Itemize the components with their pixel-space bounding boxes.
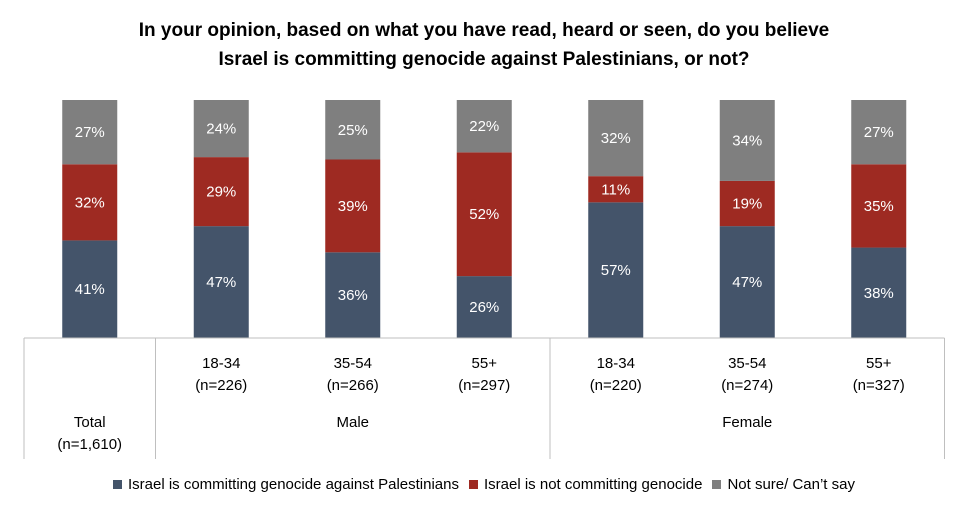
category-n: (n=1,610) [57,436,122,453]
legend-label-not-committing: Israel is not committing genocide [484,476,703,493]
data-label: 27% [75,124,105,141]
legend-label-committing: Israel is committing genocide against Pa… [127,476,459,493]
bar-segment [325,100,381,160]
category-label: 18-34 [202,355,240,372]
legend-item-not-committing: Israel is not committing genocide [469,476,702,493]
bar-segment [325,252,381,338]
group-label: Male [336,414,369,431]
legend-swatch-not-committing [469,480,478,489]
legend-swatch-not-sure [712,480,722,489]
data-label: 47% [206,274,236,291]
data-label: 24% [206,121,236,138]
bar-segment [62,164,118,241]
bar-segment [719,100,775,181]
data-label: 32% [601,130,631,147]
legend-item-not-sure: Not sure/ Can’t say [712,476,855,493]
category-n: (n=220) [590,377,642,394]
bar-segment [851,164,907,248]
bar-segment [851,100,907,165]
bar-segment [588,100,644,177]
category-n: (n=226) [195,377,247,394]
data-label: 29% [206,184,236,201]
bar-segment [588,176,644,203]
data-label: 36% [338,287,368,304]
bar-segment [588,202,644,338]
legend-label-not-sure: Not sure/ Can’t say [727,476,855,493]
category-n: (n=297) [458,377,510,394]
data-label: 39% [338,198,368,215]
category-label: Total [74,414,106,431]
bar-segment [193,100,249,158]
bar-segment [851,247,907,338]
category-n: (n=274) [721,377,773,394]
category-n: (n=266) [327,377,379,394]
bar-segment [325,159,381,253]
data-label: 47% [732,274,762,291]
bar-segment [193,226,249,338]
chart-legend: Israel is committing genocide against Pa… [0,476,968,493]
category-label: 55+ [866,355,892,372]
category-label: 55+ [472,355,498,372]
bar-segment [456,100,512,153]
category-label: 35-54 [334,355,372,372]
data-label: 57% [601,262,631,279]
data-label: 19% [732,196,762,213]
bar-segment [193,157,249,227]
data-label: 35% [864,198,894,215]
group-label: Female [722,414,772,431]
bar-segment [62,240,118,338]
category-label: 35-54 [728,355,766,372]
bar-segment [719,180,775,227]
chart-title-line-1: In your opinion, based on what you have … [138,20,830,41]
data-label: 34% [732,132,762,149]
bar-segment [62,100,118,165]
category-label: 18-34 [597,355,635,372]
data-label: 11% [601,181,630,198]
category-n: (n=327) [853,377,905,394]
legend-item-committing: Israel is committing genocide against Pa… [112,476,459,493]
chart-title: In your opinion, based on what you have … [0,16,968,74]
bar-segment [456,152,512,277]
data-label: 25% [338,122,368,139]
bar-segment [456,276,512,338]
data-label: 52% [469,206,499,223]
data-label: 26% [469,299,499,316]
data-label: 32% [75,194,105,211]
legend-swatch-committing [112,480,122,489]
data-label: 22% [469,118,499,135]
bar-segment [719,226,775,338]
data-label: 38% [864,285,894,302]
data-label: 41% [75,281,105,298]
chart-title-line-2: Israel is committing genocide against Pa… [218,49,750,70]
data-label: 27% [864,124,894,141]
